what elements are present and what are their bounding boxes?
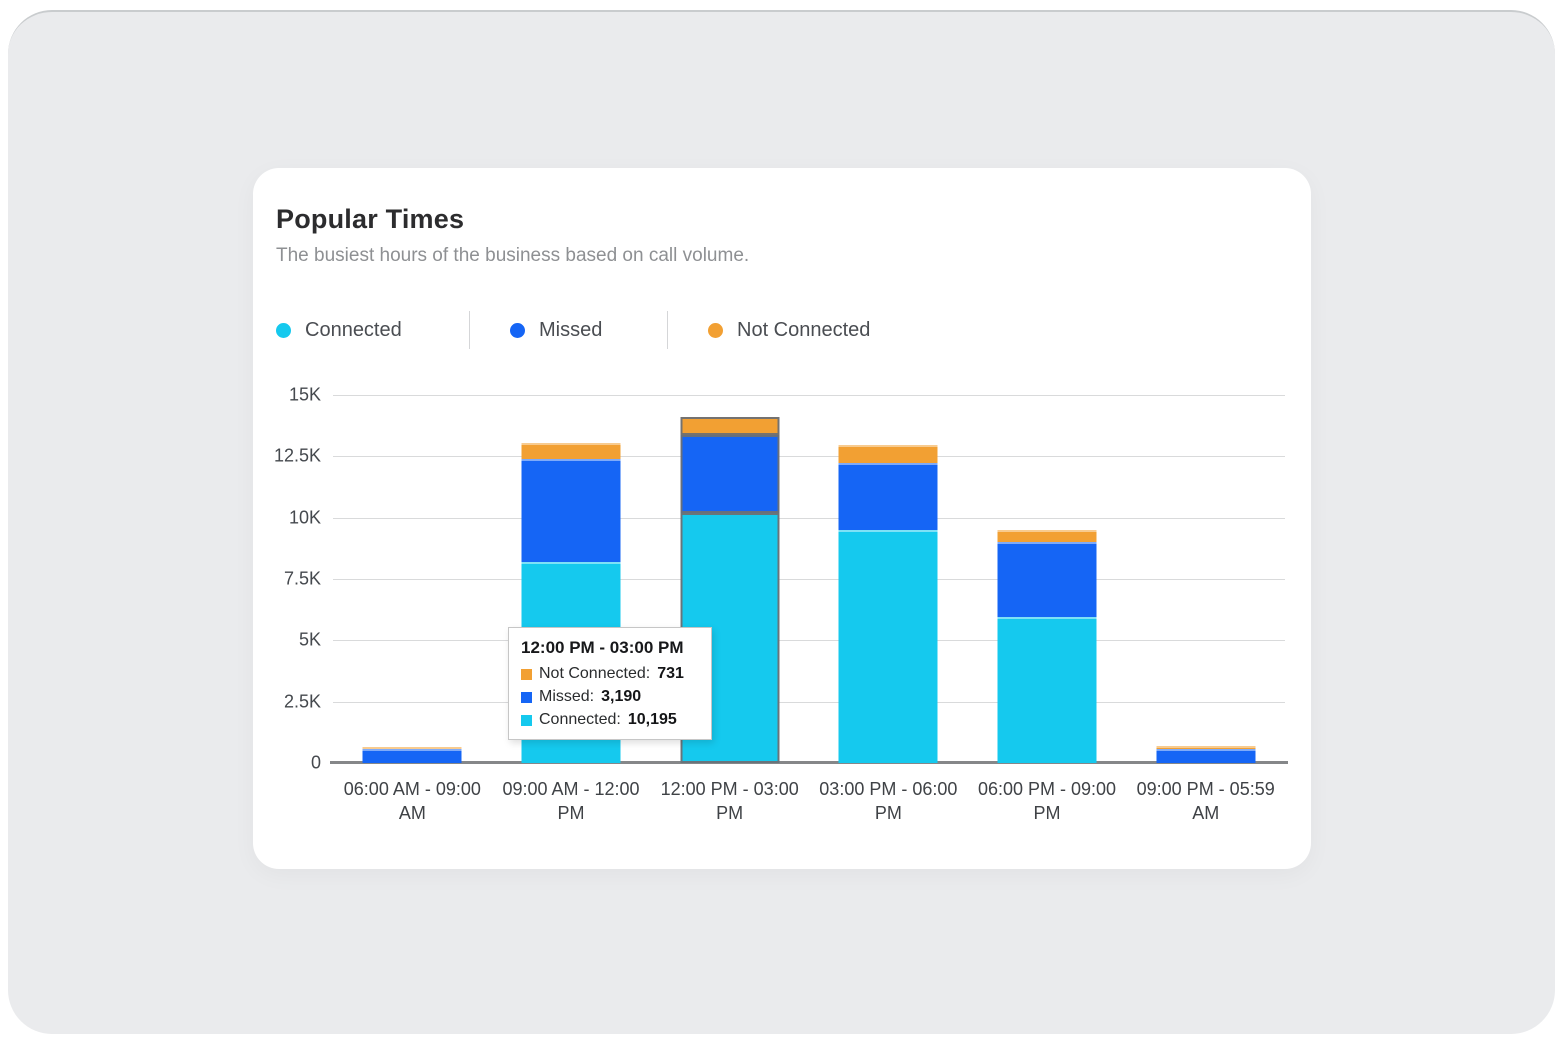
bar-segment-not-connected[interactable] [362,746,462,750]
y-axis-tick-label: 10K [288,507,321,528]
missed-color-swatch-icon [521,691,532,703]
tooltip-row-value: 731 [657,665,684,682]
x-axis-label: 03:00 PM - 06:00 PM [819,779,958,823]
bar-slot: 06:00 PM - 09:00 PM [968,395,1127,823]
tooltip-row-missed: Missed: 3,190 [521,688,699,706]
legend-item-label: Not Connected [737,318,871,341]
tooltip-row-label: Connected: [539,711,621,728]
tooltip-rows: Not Connected: 731 Missed: 3,190 Connected… [521,665,699,729]
chart-legend: Connected Missed Not Connected [276,311,870,349]
gridline [333,640,1285,642]
x-axis-label: 09:00 AM - 12:00 PM [502,779,640,823]
stacked-bar-1[interactable] [362,746,462,763]
not-connected-legend-dot-icon [708,322,723,338]
y-axis-tick-label: 2.5K [283,691,321,712]
bar-segment-missed[interactable] [521,458,621,562]
x-axis-label: 06:00 AM - 09:00 AM [343,779,481,823]
bar-segment-missed[interactable] [997,542,1097,618]
y-axis-tick-label: 0 [310,752,321,773]
x-axis-label: 06:00 PM - 09:00 PM [977,779,1117,823]
card-subtitle: The busiest hours of the business based … [276,245,750,266]
not-connected-color-swatch-icon [521,668,532,680]
y-axis-tick-label: 5K [298,629,321,650]
y-axis-tick-label: 7.5K [283,568,321,589]
tooltip-row-connected: Connected: 10,195 [521,711,699,729]
tooltip-title: 12:00 PM - 03:00 PM [521,638,684,657]
bar-slot: 06:00 AM - 09:00 AM [333,395,492,823]
legend-item-label: Connected [305,318,402,341]
bar-segment-missed[interactable] [1156,748,1256,763]
bar-segment-not-connected[interactable] [997,529,1097,543]
stacked-bar-5[interactable] [997,529,1097,763]
legend-item-connected[interactable]: Connected [276,319,469,342]
tooltip-row-label: Missed: [539,688,595,705]
bar-segment-not-connected[interactable] [1156,746,1256,749]
gridline [333,395,1285,396]
bar-segment-not-connected[interactable] [838,445,938,463]
plot-area: 0 2.5K 5K 7.5K 10K 12.5K 15K 06:00 AM - 09:00 A… [274,385,1288,823]
bar-slot: 03:00 PM - 06:00 PM [809,395,968,823]
card-title: Popular Times [276,204,465,234]
y-axis-tick-label: 12.5K [273,445,321,466]
tooltip-row-value: 3,190 [601,688,642,705]
missed-legend-dot-icon [510,322,525,338]
tooltip-row-value: 10,195 [627,711,677,728]
bar-segment-missed[interactable] [362,749,462,763]
legend-item-label: Missed [539,318,603,341]
gridline [333,517,1285,519]
popular-times-card: Popular Times The busiest hours of the b… [253,168,1311,869]
tooltip-row-not-connected: Not Connected: 731 [521,665,699,683]
gridline [333,456,1285,458]
x-axis-label: 09:00 PM - 05:59 AM [1136,779,1275,823]
stacked-bar-6[interactable] [1156,746,1256,763]
legend-item-missed[interactable]: Missed [470,319,667,342]
bar-slot: 09:00 PM - 05:59 AM [1126,395,1285,823]
legend-item-not-connected[interactable]: Not Connected [668,319,870,342]
bar-segment-connected[interactable] [838,530,938,763]
legend-divider [469,311,470,349]
legend-divider [667,311,668,349]
bar-segment-connected[interactable] [997,617,1097,763]
connected-legend-dot-icon [276,322,291,338]
x-axis-label: 12:00 PM - 03:00 PM [660,779,799,823]
connected-color-swatch-icon [521,714,532,726]
bar-segment-not-connected[interactable] [521,442,621,459]
gridline [333,701,1285,703]
bar-segment-missed[interactable] [838,462,938,531]
gridline [333,579,1285,580]
x-axis-line [330,761,1288,764]
bar-segment-not-connected[interactable] [680,416,780,435]
bar-slots: 06:00 AM - 09:00 AM 09:00 AM - 12:00 PM 12… [333,395,1285,823]
tooltip-row-label: Not Connected: [539,665,651,682]
y-axis-tick-label: 15K [288,384,321,405]
tooltip: 12:00 PM - 03:00 PM Not Connected: 731 Mi… [508,627,712,740]
bar-segment-missed[interactable] [680,434,780,513]
stacked-bar-4[interactable] [838,445,938,763]
